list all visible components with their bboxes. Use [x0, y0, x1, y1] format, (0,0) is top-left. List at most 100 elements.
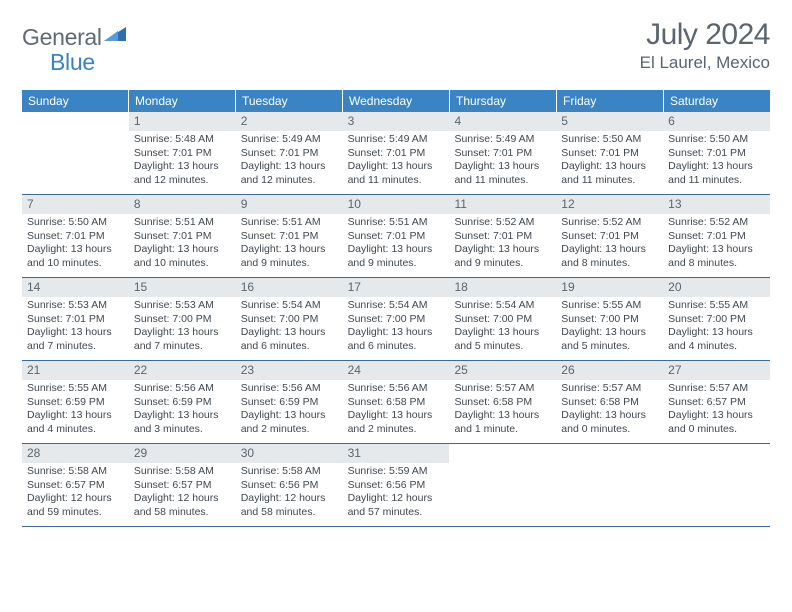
sunset-text: Sunset: 7:00 PM [348, 313, 445, 326]
day-content: Sunrise: 5:55 AMSunset: 7:00 PMDaylight:… [663, 297, 770, 357]
month-title: July 2024 [640, 18, 770, 52]
day-number: 16 [236, 278, 343, 297]
day-cell: 20Sunrise: 5:55 AMSunset: 7:00 PMDayligh… [663, 278, 770, 360]
day-content: Sunrise: 5:52 AMSunset: 7:01 PMDaylight:… [663, 214, 770, 274]
sunset-text: Sunset: 6:56 PM [348, 479, 445, 492]
sunset-text: Sunset: 7:01 PM [668, 147, 765, 160]
sunrise-text: Sunrise: 5:51 AM [348, 216, 445, 229]
day-content: Sunrise: 5:49 AMSunset: 7:01 PMDaylight:… [236, 131, 343, 191]
day-content: Sunrise: 5:55 AMSunset: 6:59 PMDaylight:… [22, 380, 129, 440]
day-cell: 7Sunrise: 5:50 AMSunset: 7:01 PMDaylight… [22, 195, 129, 277]
sunrise-text: Sunrise: 5:52 AM [454, 216, 551, 229]
sunrise-text: Sunrise: 5:59 AM [348, 465, 445, 478]
daylight-text: Daylight: 13 hours and 7 minutes. [27, 326, 124, 353]
sunrise-text: Sunrise: 5:58 AM [27, 465, 124, 478]
sunset-text: Sunset: 7:01 PM [27, 230, 124, 243]
day-header-cell: Sunday [22, 90, 129, 112]
day-cell: 21Sunrise: 5:55 AMSunset: 6:59 PMDayligh… [22, 361, 129, 443]
day-number: 9 [236, 195, 343, 214]
sunset-text: Sunset: 6:58 PM [561, 396, 658, 409]
sunset-text: Sunset: 7:00 PM [561, 313, 658, 326]
day-number: 27 [663, 361, 770, 380]
daylight-text: Daylight: 13 hours and 5 minutes. [561, 326, 658, 353]
daylight-text: Daylight: 13 hours and 11 minutes. [454, 160, 551, 187]
daylight-text: Daylight: 13 hours and 2 minutes. [241, 409, 338, 436]
day-number: 13 [663, 195, 770, 214]
sunset-text: Sunset: 6:58 PM [454, 396, 551, 409]
sunset-text: Sunset: 7:01 PM [348, 230, 445, 243]
sunset-text: Sunset: 6:57 PM [668, 396, 765, 409]
day-cell: 31 Sunrise: 5:59 AMSunset: 6:56 PMDayligh… [343, 444, 450, 526]
day-cell: 17Sunrise: 5:54 AMSunset: 7:00 PMDayligh… [343, 278, 450, 360]
day-content: Sunrise: 5:57 AMSunset: 6:58 PMDaylight:… [449, 380, 556, 440]
sunset-text: Sunset: 6:59 PM [134, 396, 231, 409]
week-row: 14Sunrise: 5:53 AMSunset: 7:01 PMDayligh… [22, 278, 770, 361]
day-content: Sunrise: 5:50 AMSunset: 7:01 PMDaylight:… [663, 131, 770, 191]
sunset-text: Sunset: 7:01 PM [134, 147, 231, 160]
sunrise-text: Sunrise: 5:58 AM [241, 465, 338, 478]
daylight-text: Daylight: 12 hours and 58 minutes. [241, 492, 338, 519]
calendar: SundayMondayTuesdayWednesdayThursdayFrid… [22, 90, 770, 527]
daylight-text: Daylight: 13 hours and 9 minutes. [348, 243, 445, 270]
day-content: Sunrise: 5:54 AMSunset: 7:00 PMDaylight:… [343, 297, 450, 357]
daylight-text: Daylight: 12 hours and 57 minutes. [348, 492, 445, 519]
sunrise-text: Sunrise: 5:52 AM [668, 216, 765, 229]
sunset-text: Sunset: 7:01 PM [668, 230, 765, 243]
logo-word1: General [22, 24, 102, 51]
day-cell: 4Sunrise: 5:49 AMSunset: 7:01 PMDaylight… [449, 112, 556, 194]
logo-triangle-icon [104, 25, 126, 46]
day-cell: 14Sunrise: 5:53 AMSunset: 7:01 PMDayligh… [22, 278, 129, 360]
daylight-text: Daylight: 13 hours and 8 minutes. [668, 243, 765, 270]
day-number: 31 [343, 444, 450, 463]
sunset-text: Sunset: 7:01 PM [454, 230, 551, 243]
week-row: 1Sunrise: 5:48 AMSunset: 7:01 PMDaylight… [22, 112, 770, 195]
day-content: Sunrise: 5:57 AMSunset: 6:57 PMDaylight:… [663, 380, 770, 440]
day-number: 2 [236, 112, 343, 131]
sunset-text: Sunset: 7:01 PM [348, 147, 445, 160]
day-cell: 22Sunrise: 5:56 AMSunset: 6:59 PMDayligh… [129, 361, 236, 443]
sunset-text: Sunset: 7:01 PM [561, 147, 658, 160]
daylight-text: Daylight: 13 hours and 7 minutes. [134, 326, 231, 353]
day-content: Sunrise: 5:58 AMSunset: 6:57 PMDaylight:… [129, 463, 236, 523]
daylight-text: Daylight: 13 hours and 8 minutes. [561, 243, 658, 270]
day-content: Sunrise: 5:53 AMSunset: 7:00 PMDaylight:… [129, 297, 236, 357]
daylight-text: Daylight: 13 hours and 4 minutes. [27, 409, 124, 436]
sunset-text: Sunset: 7:01 PM [241, 230, 338, 243]
sunrise-text: Sunrise: 5:52 AM [561, 216, 658, 229]
day-content: Sunrise: 5:52 AMSunset: 7:01 PMDaylight:… [449, 214, 556, 274]
day-cell: 23Sunrise: 5:56 AMSunset: 6:59 PMDayligh… [236, 361, 343, 443]
day-cell: 12Sunrise: 5:52 AMSunset: 7:01 PMDayligh… [556, 195, 663, 277]
sunset-text: Sunset: 7:01 PM [134, 230, 231, 243]
day-number: 28 [22, 444, 129, 463]
sunset-text: Sunset: 7:01 PM [561, 230, 658, 243]
day-number: 30 [236, 444, 343, 463]
day-header-cell: Saturday [664, 90, 770, 112]
day-cell: 2Sunrise: 5:49 AMSunset: 7:01 PMDaylight… [236, 112, 343, 194]
sunrise-text: Sunrise: 5:56 AM [134, 382, 231, 395]
sunrise-text: Sunrise: 5:53 AM [134, 299, 231, 312]
daylight-text: Daylight: 13 hours and 11 minutes. [561, 160, 658, 187]
day-cell: 13Sunrise: 5:52 AMSunset: 7:01 PMDayligh… [663, 195, 770, 277]
week-row: 28Sunrise: 5:58 AMSunset: 6:57 PMDayligh… [22, 444, 770, 527]
title-block: July 2024 El Laurel, Mexico [640, 18, 770, 73]
day-content: Sunrise: 5:58 AMSunset: 6:57 PMDaylight:… [22, 463, 129, 523]
sunrise-text: Sunrise: 5:55 AM [668, 299, 765, 312]
daylight-text: Daylight: 13 hours and 0 minutes. [668, 409, 765, 436]
sunrise-text: Sunrise: 5:56 AM [348, 382, 445, 395]
sunrise-text: Sunrise: 5:54 AM [241, 299, 338, 312]
day-number: 3 [343, 112, 450, 131]
day-cell: 3Sunrise: 5:49 AMSunset: 7:01 PMDaylight… [343, 112, 450, 194]
sunrise-text: Sunrise: 5:50 AM [27, 216, 124, 229]
day-content: Sunrise: 5:56 AMSunset: 6:59 PMDaylight:… [236, 380, 343, 440]
day-number: 6 [663, 112, 770, 131]
day-cell: 1Sunrise: 5:48 AMSunset: 7:01 PMDaylight… [129, 112, 236, 194]
day-number: 17 [343, 278, 450, 297]
sunrise-text: Sunrise: 5:57 AM [561, 382, 658, 395]
sunset-text: Sunset: 7:00 PM [134, 313, 231, 326]
day-content: Sunrise: 5:51 AMSunset: 7:01 PMDaylight:… [236, 214, 343, 274]
day-cell: 28Sunrise: 5:58 AMSunset: 6:57 PMDayligh… [22, 444, 129, 526]
logo-word2: Blue [50, 49, 95, 76]
day-number: 1 [129, 112, 236, 131]
day-cell: 29Sunrise: 5:58 AMSunset: 6:57 PMDayligh… [129, 444, 236, 526]
daylight-text: Daylight: 13 hours and 11 minutes. [348, 160, 445, 187]
